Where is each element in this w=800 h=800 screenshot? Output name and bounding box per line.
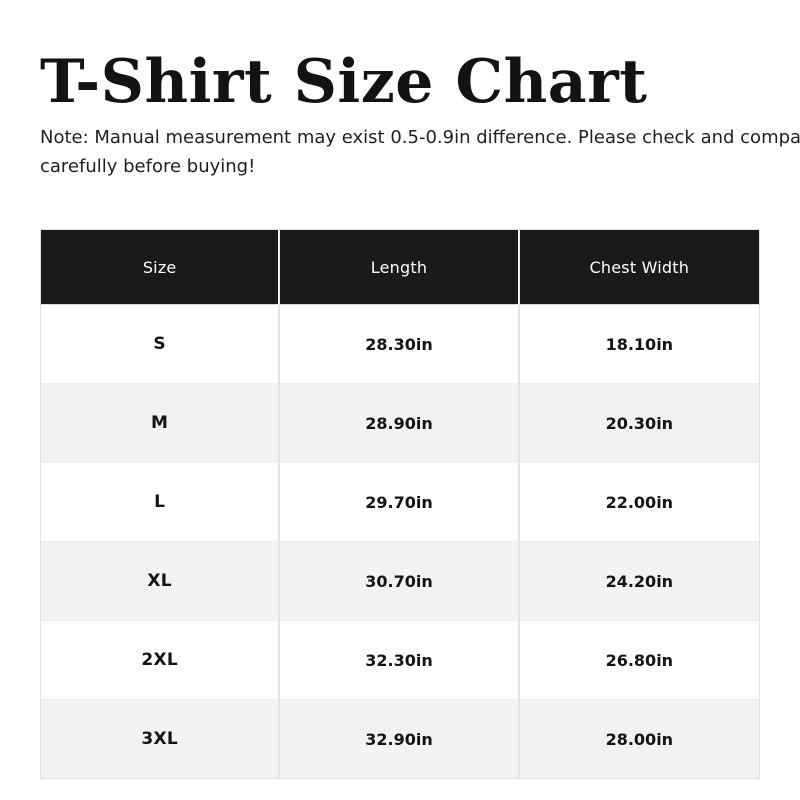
table-row: 3XL 32.90in 28.00in: [41, 699, 759, 778]
chest-width-cell: 26.80in: [519, 620, 759, 699]
size-chart-table: Size Length Chest Width S 28.30in 18.10in M 28…: [40, 229, 760, 779]
length-cell: 28.30in: [280, 305, 520, 383]
table-head: Size Length Chest Width: [41, 230, 759, 305]
measurement-note-line-1: Note: Manual measurement may exist 0.5-0…: [40, 127, 800, 148]
table-row: S 28.30in 18.10in: [41, 305, 759, 383]
length-cell: 29.70in: [280, 462, 520, 541]
length-cell: 30.70in: [280, 541, 520, 620]
size-cell: L: [41, 462, 281, 541]
chest-width-cell: 18.10in: [519, 305, 759, 383]
table-row: L 29.70in 22.00in: [41, 462, 759, 541]
length-cell: 28.90in: [280, 383, 520, 462]
measurement-note-line-2: carefully before buying!: [40, 156, 256, 177]
length-cell: 32.90in: [280, 699, 520, 778]
table-row: 2XL 32.30in 26.80in: [41, 620, 759, 699]
chest-width-cell: 22.00in: [519, 462, 759, 541]
size-cell: M: [41, 383, 281, 462]
column-header-size: Size: [41, 230, 281, 305]
table-body: S 28.30in 18.10in M 28.90in 20.30in L 29.70in 22…: [41, 305, 759, 778]
column-header-chest-width: Chest Width: [519, 230, 759, 305]
size-cell: S: [41, 305, 281, 383]
chest-width-cell: 24.20in: [519, 541, 759, 620]
column-header-length: Length: [280, 230, 520, 305]
page: T-Shirt Size Chart Note: Manual measurem…: [40, 47, 800, 779]
measurement-note: Note: Manual measurement may exist 0.5-0…: [40, 123, 800, 181]
table-header-row: Size Length Chest Width: [41, 230, 759, 305]
length-cell: 32.30in: [280, 620, 520, 699]
size-cell: 2XL: [41, 620, 281, 699]
size-cell: XL: [41, 541, 281, 620]
table-row: XL 30.70in 24.20in: [41, 541, 759, 620]
chest-width-cell: 28.00in: [519, 699, 759, 778]
size-cell: 3XL: [41, 699, 281, 778]
table-row: M 28.90in 20.30in: [41, 383, 759, 462]
page-title: T-Shirt Size Chart: [40, 47, 648, 117]
chest-width-cell: 20.30in: [519, 383, 759, 462]
